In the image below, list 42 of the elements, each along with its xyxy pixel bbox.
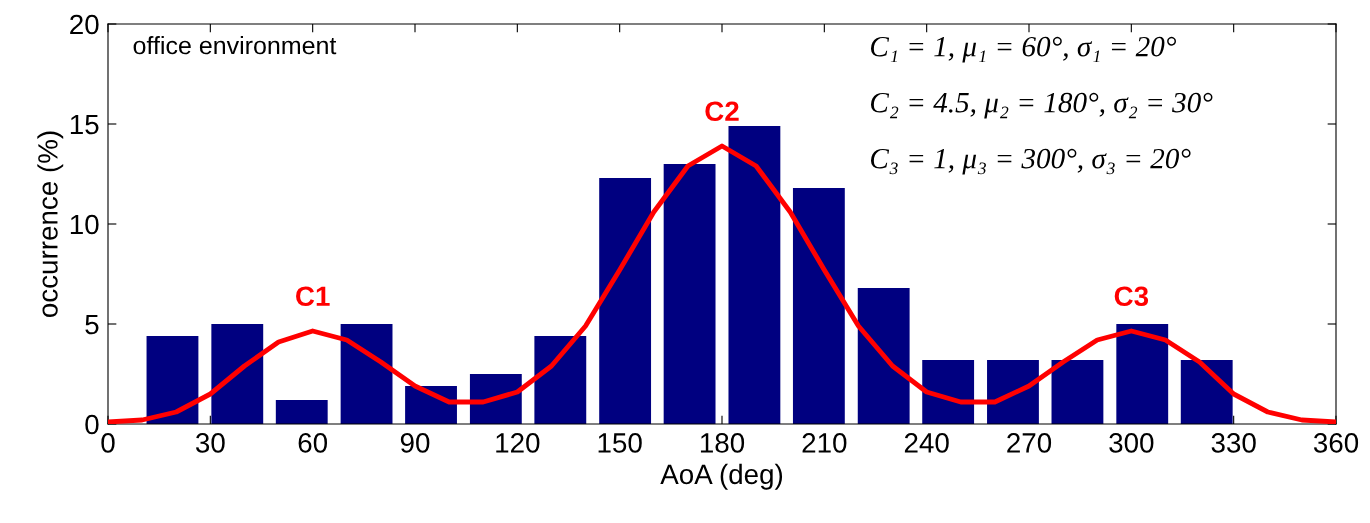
y-tick-label: 0 — [85, 414, 99, 435]
bar — [987, 360, 1039, 424]
x-tick-label: 150 — [598, 433, 642, 453]
bar — [1116, 324, 1169, 424]
x-tick-label: 330 — [1211, 433, 1256, 453]
bar — [211, 324, 264, 424]
y-tick-label: 20 — [70, 14, 99, 35]
x-tick-label: 360 — [1313, 433, 1359, 453]
x-tick-label: 30 — [195, 433, 225, 453]
annotation: C₂ = 4.5, μ₂ = 180°, σ₂ = 30° — [870, 92, 1213, 119]
y-tick-label: 5 — [85, 314, 99, 335]
x-tick-label: 120 — [496, 433, 540, 453]
bar — [1180, 360, 1233, 424]
annotation: office environment — [133, 36, 337, 55]
y-axis-title: occurrence (%) — [37, 131, 64, 317]
bar — [857, 288, 910, 424]
bar — [534, 336, 587, 424]
annotation: C2 — [705, 101, 739, 122]
bar — [1051, 360, 1104, 424]
x-axis-title: AoA (deg) — [660, 463, 783, 490]
bar — [146, 336, 199, 424]
x-tick-label: 210 — [802, 433, 847, 453]
x-tick-label: 270 — [1007, 433, 1052, 453]
x-tick-label: 180 — [700, 433, 745, 453]
annotation: C₁ = 1, μ₁ = 60°, σ₁ = 20° — [870, 36, 1176, 63]
bar — [792, 188, 845, 424]
bar — [922, 360, 975, 424]
bar — [728, 126, 781, 424]
bar — [599, 178, 652, 424]
x-tick-label: 60 — [298, 433, 328, 453]
bar — [275, 400, 328, 424]
annotation: C1 — [296, 286, 330, 307]
x-tick-label: 240 — [904, 433, 949, 453]
x-tick-label: 90 — [400, 433, 430, 453]
bar — [340, 324, 393, 424]
bar — [663, 164, 716, 424]
x-tick-label: 300 — [1109, 433, 1154, 453]
y-tick-label: 15 — [70, 114, 99, 135]
y-tick-label: 10 — [70, 214, 99, 235]
x-tick-label: 0 — [101, 433, 115, 453]
annotation: C₃ = 1, μ₃ = 300°, σ₃ = 20° — [870, 148, 1191, 175]
annotation: C3 — [1114, 286, 1149, 307]
